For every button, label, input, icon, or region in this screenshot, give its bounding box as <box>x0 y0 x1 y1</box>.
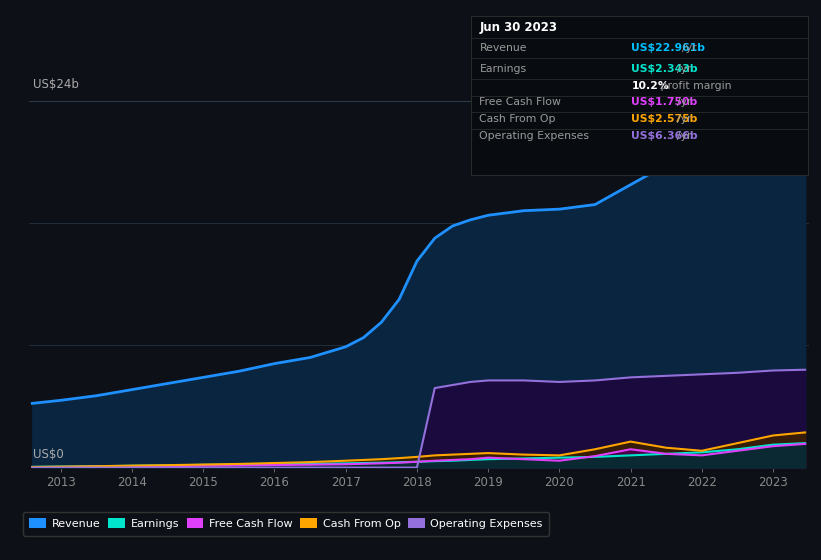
Text: 10.2%: 10.2% <box>631 81 669 91</box>
Text: US$24b: US$24b <box>33 78 79 91</box>
Text: /yr: /yr <box>677 131 691 141</box>
Text: US$22.961b: US$22.961b <box>631 43 705 53</box>
Text: US$2.343b: US$2.343b <box>631 64 698 74</box>
Text: US$2.575b: US$2.575b <box>631 114 698 124</box>
Text: Free Cash Flow: Free Cash Flow <box>479 97 562 108</box>
Text: profit margin: profit margin <box>657 81 732 91</box>
Text: /yr: /yr <box>682 43 697 53</box>
Text: /yr: /yr <box>677 64 691 74</box>
Text: US$0: US$0 <box>33 449 63 461</box>
Legend: Revenue, Earnings, Free Cash Flow, Cash From Op, Operating Expenses: Revenue, Earnings, Free Cash Flow, Cash … <box>23 512 549 535</box>
Text: Revenue: Revenue <box>479 43 527 53</box>
Text: US$1.750b: US$1.750b <box>631 97 698 108</box>
Text: Earnings: Earnings <box>479 64 526 74</box>
Text: Cash From Op: Cash From Op <box>479 114 556 124</box>
Text: Jun 30 2023: Jun 30 2023 <box>479 21 557 34</box>
Text: US$6.366b: US$6.366b <box>631 131 698 141</box>
Text: /yr: /yr <box>677 114 691 124</box>
Text: /yr: /yr <box>677 97 691 108</box>
Text: Operating Expenses: Operating Expenses <box>479 131 589 141</box>
